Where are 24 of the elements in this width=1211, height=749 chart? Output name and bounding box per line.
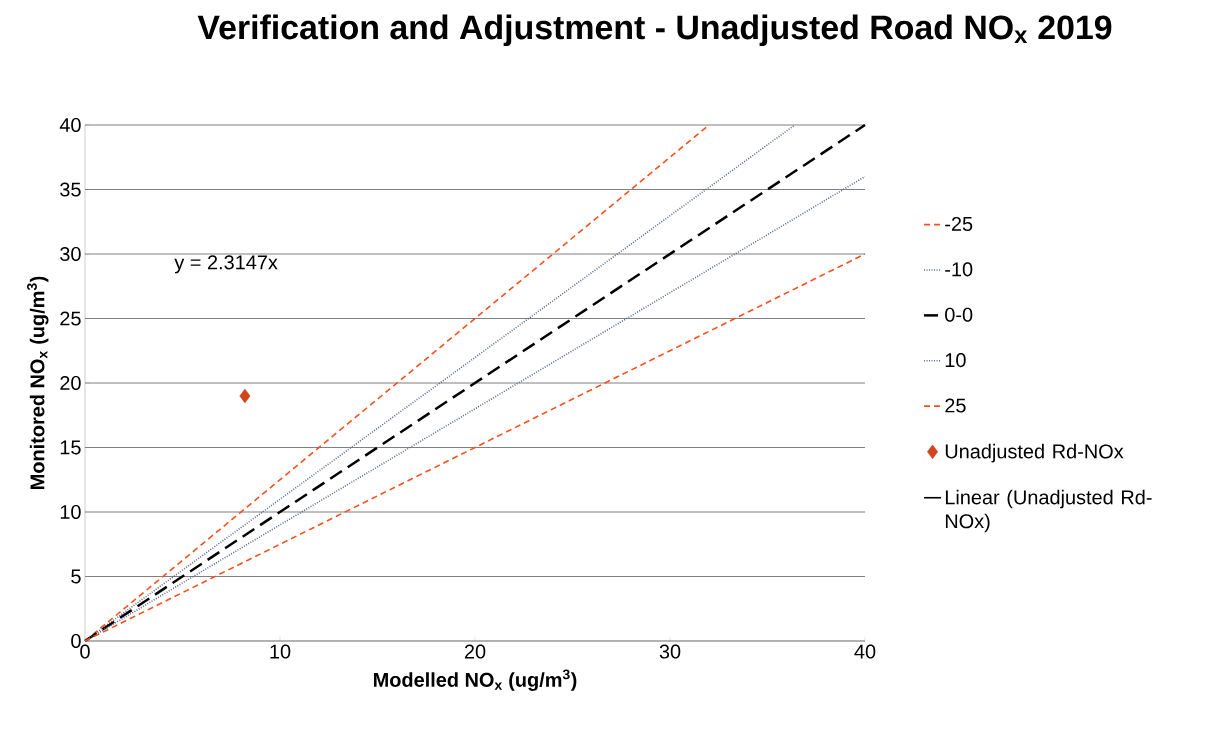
legend-label: -25 — [945, 216, 973, 231]
y-tick-label: 20 — [60, 375, 81, 391]
x-tick-label: 10 — [270, 644, 291, 659]
legend-label: 10 — [945, 353, 966, 368]
y-tick-label: 10 — [60, 504, 81, 520]
y-tick-label: 40 — [59, 117, 81, 133]
y-tick-label: 35 — [60, 182, 81, 197]
y-tick-label: 15 — [60, 440, 81, 455]
y-tick-label: 25 — [60, 311, 81, 326]
chart-title: Verification and Adjustment - Unadjusted Road NO$_{x}$ 2019 — [197, 14, 1112, 47]
legend-label: -10 — [945, 262, 973, 277]
x-tick-label: 30 — [659, 644, 681, 659]
legend-label: Linear (Unadjusted Rd-NOx) — [945, 489, 1152, 533]
y-tick-label: 0 — [71, 633, 81, 649]
legend-label: 0-0 — [945, 307, 973, 322]
y-axis-title: Monitored NO$_{x}$ (ug/m$^{3}$) — [27, 276, 49, 489]
y-tick-label: 30 — [60, 246, 81, 262]
legend-label: Unadjusted Rd-NOx — [945, 443, 1124, 463]
annotation: y = 2.3147x — [174, 255, 278, 274]
legend-label: 25 — [945, 398, 966, 413]
x-tick-label: 20 — [464, 644, 486, 659]
x-tick-label: 40 — [854, 644, 876, 659]
x-axis-title: Modelled NO$_{x}$ (ug/m$^{3}$) — [374, 669, 577, 691]
y-tick-label: 5 — [71, 569, 81, 584]
